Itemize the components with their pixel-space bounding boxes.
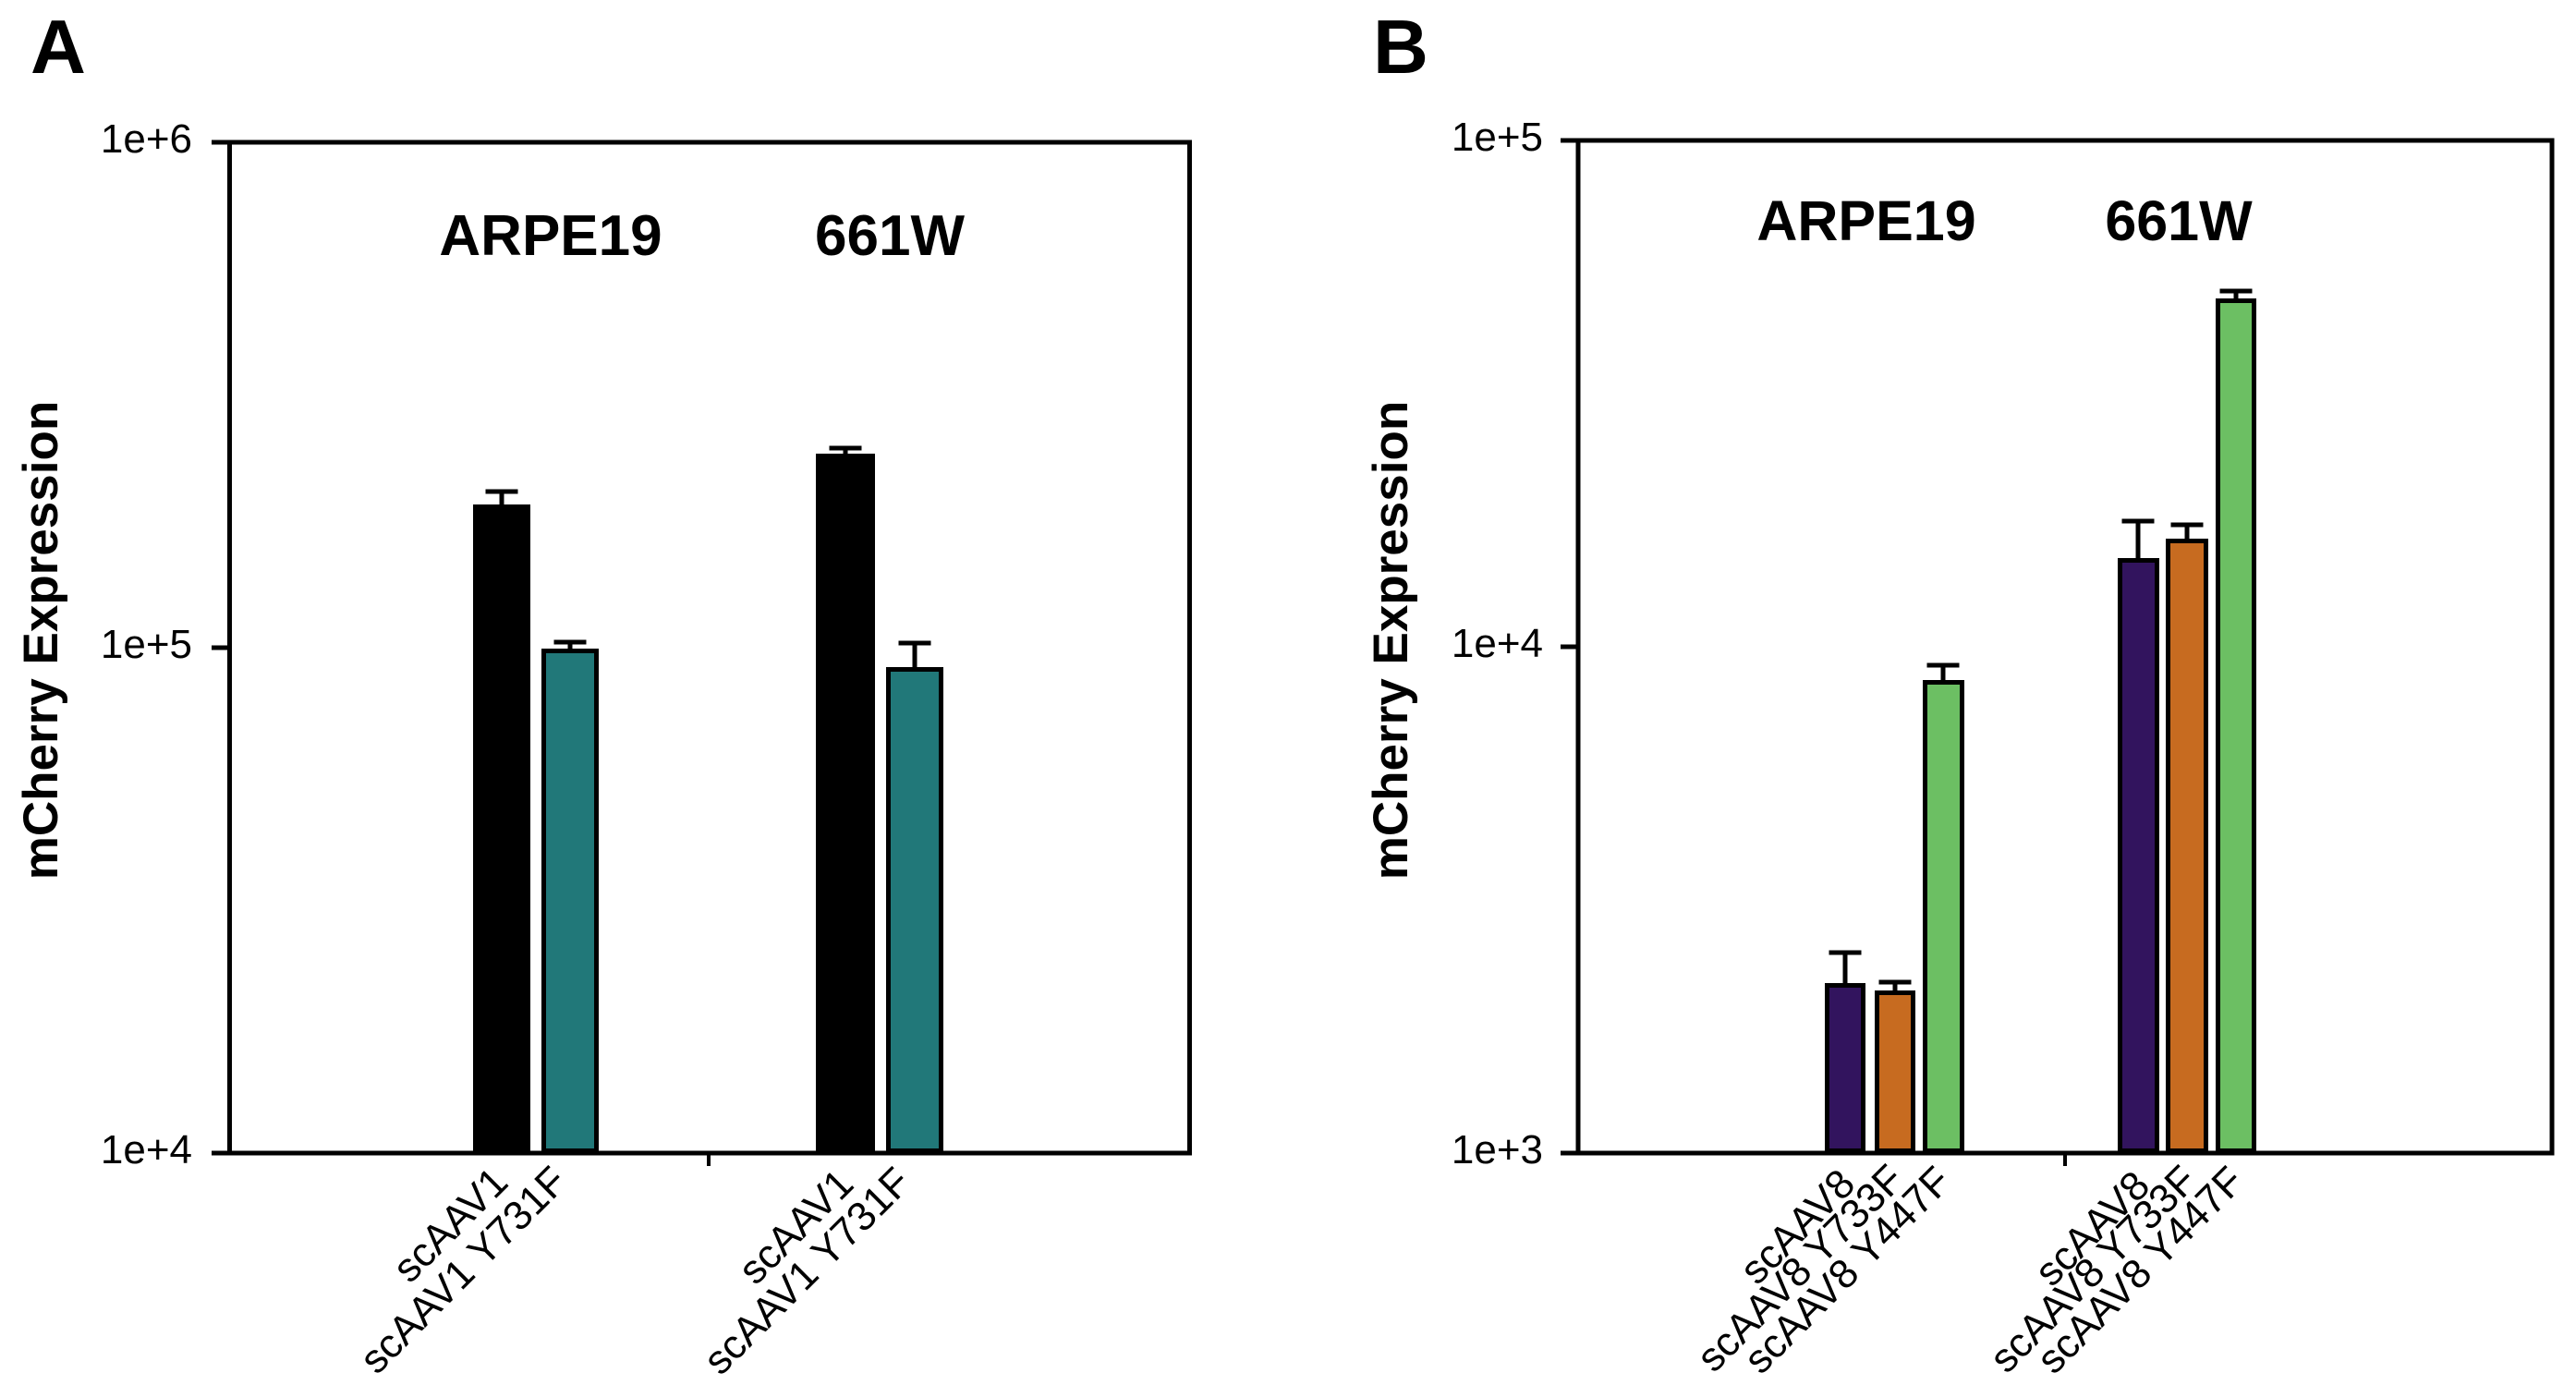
svg-text:A: A (30, 4, 86, 90)
svg-text:ARPE19: ARPE19 (439, 204, 662, 268)
svg-text:1e+3: 1e+3 (1452, 1127, 1543, 1172)
svg-text:1e+5: 1e+5 (1452, 115, 1543, 160)
svg-text:mCherry Expression: mCherry Expression (1364, 401, 1418, 880)
svg-text:1e+5: 1e+5 (101, 622, 192, 667)
svg-text:ARPE19: ARPE19 (1756, 189, 1975, 252)
svg-text:1e+4: 1e+4 (1452, 621, 1543, 666)
svg-text:661W: 661W (2105, 189, 2253, 252)
svg-text:B: B (1373, 4, 1428, 90)
svg-text:mCherry Expression: mCherry Expression (14, 401, 68, 880)
svg-text:661W: 661W (815, 204, 965, 268)
svg-text:1e+4: 1e+4 (101, 1127, 192, 1172)
svg-text:1e+6: 1e+6 (101, 116, 192, 162)
